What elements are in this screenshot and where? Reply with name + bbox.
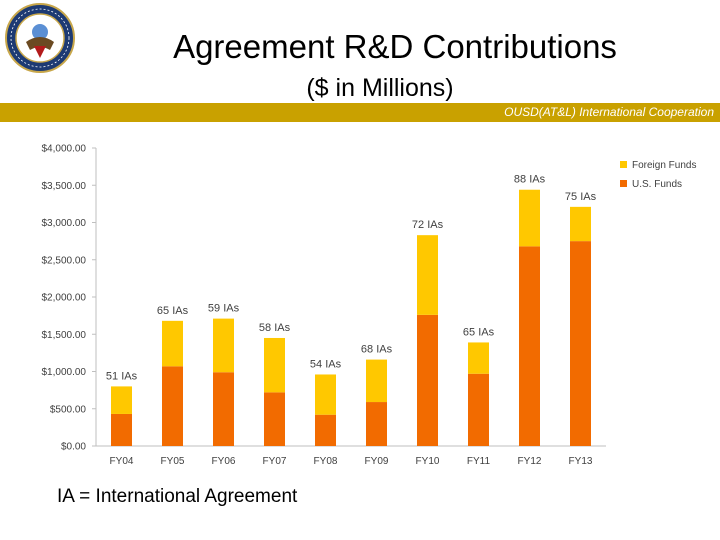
bar-count-label: 65 IAs — [463, 326, 495, 338]
y-tick-label: $2,500.00 — [42, 255, 87, 266]
legend-swatch — [620, 161, 627, 168]
bar-count-label: 75 IAs — [565, 191, 597, 203]
bar-us-funds — [111, 413, 132, 446]
bar-foreign-funds — [213, 318, 234, 373]
bar-foreign-funds — [468, 342, 489, 374]
legend-swatch — [620, 180, 627, 187]
stacked-bar-chart: $0.00 $500.00 $1,000.00 $1,500.00 $2,000.00 $… — [0, 130, 720, 475]
bar-us-funds — [213, 372, 234, 446]
bar-foreign-funds — [315, 374, 336, 415]
bar-count-label: 88 IAs — [514, 174, 546, 186]
bar-foreign-funds — [519, 189, 540, 247]
bar-us-funds — [366, 402, 387, 446]
page-subtitle: ($ in Millions) — [306, 74, 454, 102]
bar-count-label: 65 IAs — [157, 305, 189, 317]
bar-count-label: 54 IAs — [310, 358, 342, 370]
bar-foreign-funds — [570, 206, 591, 242]
x-tick-label: FY10 — [416, 456, 440, 467]
page-title: Agreement R&D Contributions — [173, 28, 617, 65]
x-tick-label: FY08 — [314, 456, 338, 467]
x-tick-label: FY11 — [467, 456, 491, 467]
bar-foreign-funds — [162, 320, 183, 367]
header-banner: OUSD(AT&L) International Cooperation — [0, 103, 720, 122]
x-tick-label: FY07 — [263, 456, 287, 467]
department-of-defense-seal-icon — [4, 2, 76, 74]
bar-us-funds — [570, 241, 591, 446]
y-tick-label: $3,000.00 — [42, 218, 87, 229]
bar-us-funds — [162, 366, 183, 446]
bar-us-funds — [264, 392, 285, 446]
bar-foreign-funds — [417, 235, 438, 315]
bar-foreign-funds — [111, 386, 132, 414]
bar-count-label: 72 IAs — [412, 219, 444, 231]
legend-label: Foreign Funds — [632, 160, 696, 171]
y-tick-label: $2,000.00 — [42, 293, 87, 304]
bar-count-label: 59 IAs — [208, 303, 240, 315]
footnote: IA = International Agreement — [57, 486, 298, 507]
bar-count-label: 58 IAs — [259, 322, 291, 334]
bar-foreign-funds — [366, 359, 387, 403]
x-tick-label: FY06 — [212, 456, 236, 467]
x-tick-label: FY05 — [161, 456, 185, 467]
bar-count-label: 68 IAs — [361, 344, 393, 356]
x-tick-label: FY12 — [518, 456, 542, 467]
y-tick-label: $4,000.00 — [42, 144, 87, 155]
bar-us-funds — [519, 246, 540, 446]
x-tick-label: FY09 — [365, 456, 389, 467]
bar-us-funds — [315, 414, 336, 446]
x-tick-label: FY04 — [110, 456, 134, 467]
y-tick-label: $500.00 — [50, 404, 87, 415]
x-tick-label: FY13 — [569, 456, 593, 467]
y-tick-label: $3,500.00 — [42, 181, 87, 192]
bar-count-label: 51 IAs — [106, 370, 138, 382]
y-tick-label: $1,000.00 — [42, 367, 87, 378]
bar-us-funds — [468, 373, 489, 446]
bar-us-funds — [417, 314, 438, 446]
bar-foreign-funds — [264, 337, 285, 393]
chart-svg: $0.00 $500.00 $1,000.00 $1,500.00 $2,000.00 $… — [42, 144, 697, 468]
banner-text: OUSD(AT&L) International Cooperation — [504, 105, 714, 119]
y-tick-label: $1,500.00 — [42, 330, 87, 341]
y-tick-label: $0.00 — [61, 442, 86, 453]
legend-label: U.S. Funds — [632, 179, 682, 190]
